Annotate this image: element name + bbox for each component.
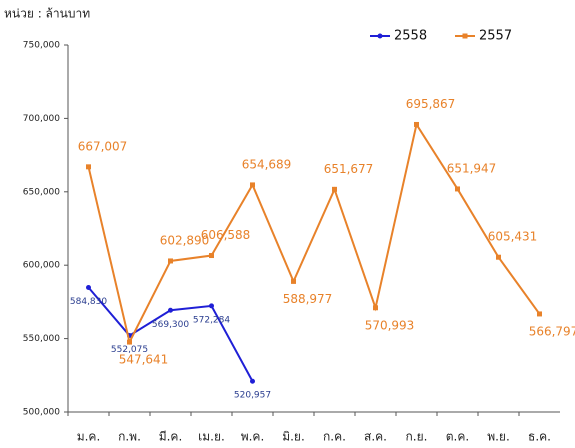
x-tick-label: พ.ย. xyxy=(487,430,510,444)
data-label: 520,957 xyxy=(234,391,271,401)
x-tick-label: ก.พ. xyxy=(118,430,141,444)
x-tick-label: ม.ค. xyxy=(77,430,101,444)
point xyxy=(209,303,214,309)
y-tick-label: 550,000 xyxy=(23,334,60,344)
data-label: 667,007 xyxy=(78,139,128,153)
data-label: 552,075 xyxy=(111,345,148,355)
point xyxy=(168,258,173,264)
y-tick-label: 700,000 xyxy=(23,114,60,124)
point xyxy=(373,305,378,311)
point xyxy=(209,253,214,259)
data-label: 606,588 xyxy=(201,228,251,242)
point xyxy=(496,254,501,260)
x-tick-label: ก.ค. xyxy=(323,430,346,444)
data-label: 547,641 xyxy=(119,353,169,367)
data-label: 570,993 xyxy=(365,318,415,332)
x-tick-label: เม.ย. xyxy=(198,430,225,444)
point xyxy=(332,186,337,192)
point xyxy=(455,186,460,192)
y-tick-label: 750,000 xyxy=(23,41,60,51)
legend-marker xyxy=(377,33,383,39)
x-tick-label: ส.ค. xyxy=(364,430,387,444)
data-label: 651,677 xyxy=(324,162,374,176)
data-label: 584,830 xyxy=(70,297,107,307)
data-label: 651,947 xyxy=(447,161,497,175)
point xyxy=(127,339,132,345)
x-tick-label: ก.ย. xyxy=(406,430,428,444)
x-tick-label: มี.ค. xyxy=(159,430,183,444)
point xyxy=(250,182,255,188)
data-label: 654,689 xyxy=(242,157,292,171)
data-label: 588,977 xyxy=(283,292,333,306)
unit-label: หน่วย : ล้านบาท xyxy=(4,7,90,21)
point xyxy=(250,378,255,384)
point xyxy=(168,307,173,313)
point xyxy=(86,284,91,290)
data-label: 602,890 xyxy=(160,233,210,247)
legend-label: 2557 xyxy=(479,29,512,44)
point xyxy=(86,164,91,170)
data-label: 572,284 xyxy=(193,315,230,325)
y-tick-label: 600,000 xyxy=(23,261,60,271)
point xyxy=(291,278,296,284)
data-label: 566,797 xyxy=(529,324,575,338)
y-tick-label: 500,000 xyxy=(23,408,60,418)
x-tick-label: พ.ค. xyxy=(241,430,265,444)
data-label: 605,431 xyxy=(488,230,538,244)
point xyxy=(537,311,542,317)
data-label: 695,867 xyxy=(406,97,456,111)
x-tick-label: ต.ค. xyxy=(446,430,469,444)
legend-marker xyxy=(462,33,468,39)
series-line xyxy=(87,121,541,345)
y-tick-label: 650,000 xyxy=(23,187,60,197)
point xyxy=(414,121,419,127)
x-tick-label: มิ.ย. xyxy=(282,430,305,444)
legend-label: 2558 xyxy=(394,29,427,44)
series-line xyxy=(87,286,254,382)
data-label: 569,300 xyxy=(152,320,189,330)
x-tick-label: ธ.ค. xyxy=(528,430,551,444)
